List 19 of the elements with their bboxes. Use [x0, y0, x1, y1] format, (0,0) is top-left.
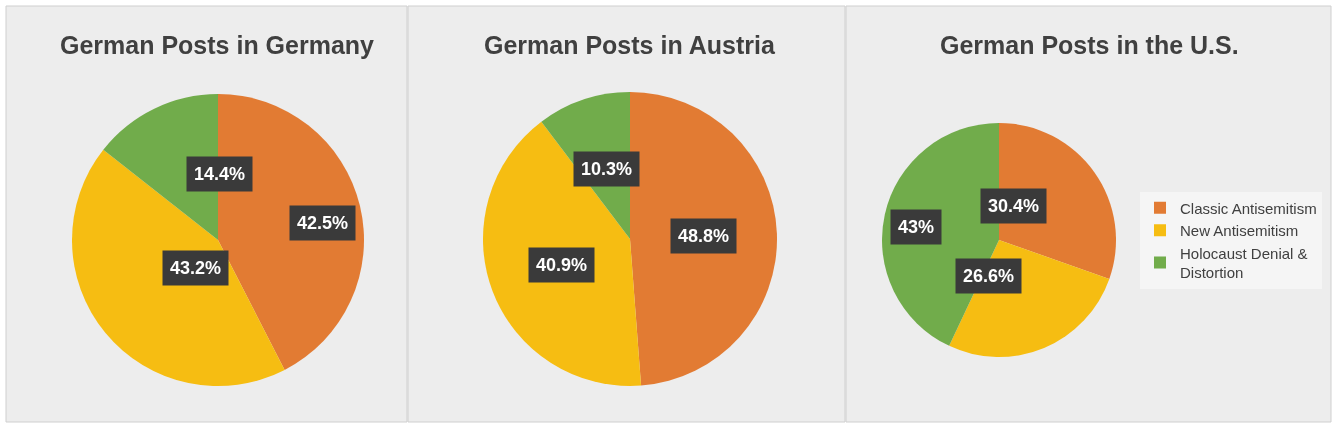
data-label: 43.2%	[170, 258, 222, 278]
data-label: 40.9%	[536, 255, 588, 275]
legend-label: Holocaust Denial & Distortion	[1180, 244, 1308, 282]
chart-title: German Posts in Germany	[60, 31, 375, 59]
data-label: 42.5%	[297, 213, 349, 233]
pie-slice	[72, 149, 285, 386]
legend-label: Classic Antisemitism	[1180, 199, 1317, 217]
data-label: 10.3%	[581, 159, 633, 179]
data-label: 43%	[898, 217, 935, 237]
pie-slice	[483, 121, 642, 386]
pie-slice	[949, 240, 1110, 357]
legend-label: New Antisemitism	[1180, 222, 1299, 240]
data-label: 14.4%	[194, 164, 246, 184]
data-label: 30.4%	[988, 196, 1040, 216]
chart-title: German Posts in the U.S.	[940, 31, 1239, 59]
chart-title: German Posts in Austria	[484, 31, 776, 59]
pie-slice	[630, 92, 777, 386]
data-label: 48.8%	[678, 226, 730, 246]
data-label: 26.6%	[963, 266, 1015, 286]
